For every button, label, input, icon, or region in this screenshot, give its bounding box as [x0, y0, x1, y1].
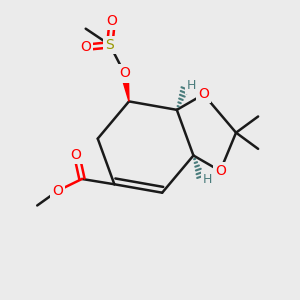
Text: H: H — [202, 173, 212, 186]
Text: O: O — [119, 66, 130, 80]
Polygon shape — [121, 73, 129, 101]
Text: S: S — [106, 38, 114, 52]
Text: O: O — [80, 40, 91, 54]
Text: H: H — [187, 79, 196, 92]
Text: O: O — [215, 164, 226, 178]
Text: O: O — [198, 87, 209, 101]
Text: O: O — [70, 148, 81, 162]
Text: O: O — [107, 14, 118, 28]
Text: O: O — [52, 184, 63, 198]
